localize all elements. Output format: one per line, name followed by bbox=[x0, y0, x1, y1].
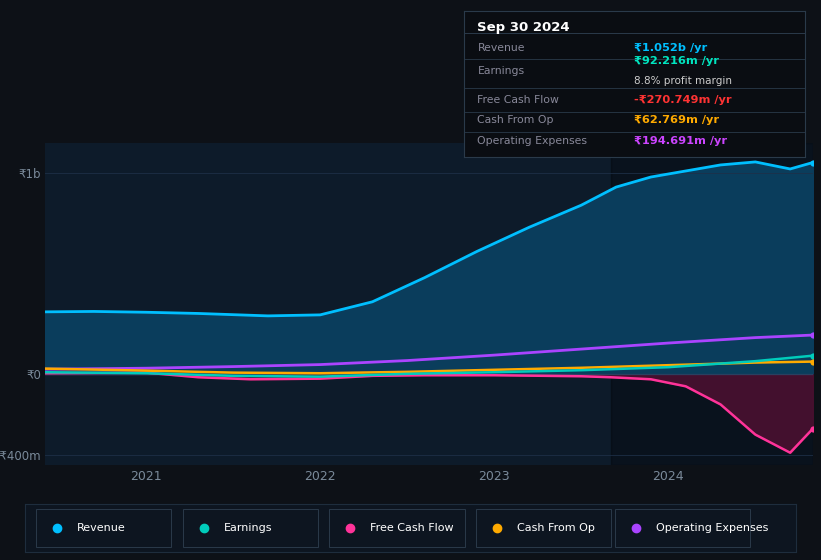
Text: 8.8% profit margin: 8.8% profit margin bbox=[635, 76, 732, 86]
Text: Earnings: Earnings bbox=[224, 523, 273, 533]
Text: -₹270.749m /yr: -₹270.749m /yr bbox=[635, 95, 732, 105]
Text: ₹1.052b /yr: ₹1.052b /yr bbox=[635, 43, 708, 53]
Text: Operating Expenses: Operating Expenses bbox=[478, 136, 588, 146]
Text: ₹194.691m /yr: ₹194.691m /yr bbox=[635, 136, 727, 146]
Text: Cash From Op: Cash From Op bbox=[478, 115, 554, 125]
Text: Free Cash Flow: Free Cash Flow bbox=[370, 523, 454, 533]
Text: Cash From Op: Cash From Op bbox=[517, 523, 595, 533]
Text: ₹62.769m /yr: ₹62.769m /yr bbox=[635, 115, 719, 125]
Text: ₹92.216m /yr: ₹92.216m /yr bbox=[635, 55, 719, 66]
Bar bbox=[611, 143, 813, 465]
Text: Free Cash Flow: Free Cash Flow bbox=[478, 95, 559, 105]
Text: Sep 30 2024: Sep 30 2024 bbox=[478, 21, 570, 34]
Text: Revenue: Revenue bbox=[77, 523, 126, 533]
Text: Earnings: Earnings bbox=[478, 66, 525, 76]
Text: Operating Expenses: Operating Expenses bbox=[656, 523, 768, 533]
Text: Revenue: Revenue bbox=[478, 43, 525, 53]
